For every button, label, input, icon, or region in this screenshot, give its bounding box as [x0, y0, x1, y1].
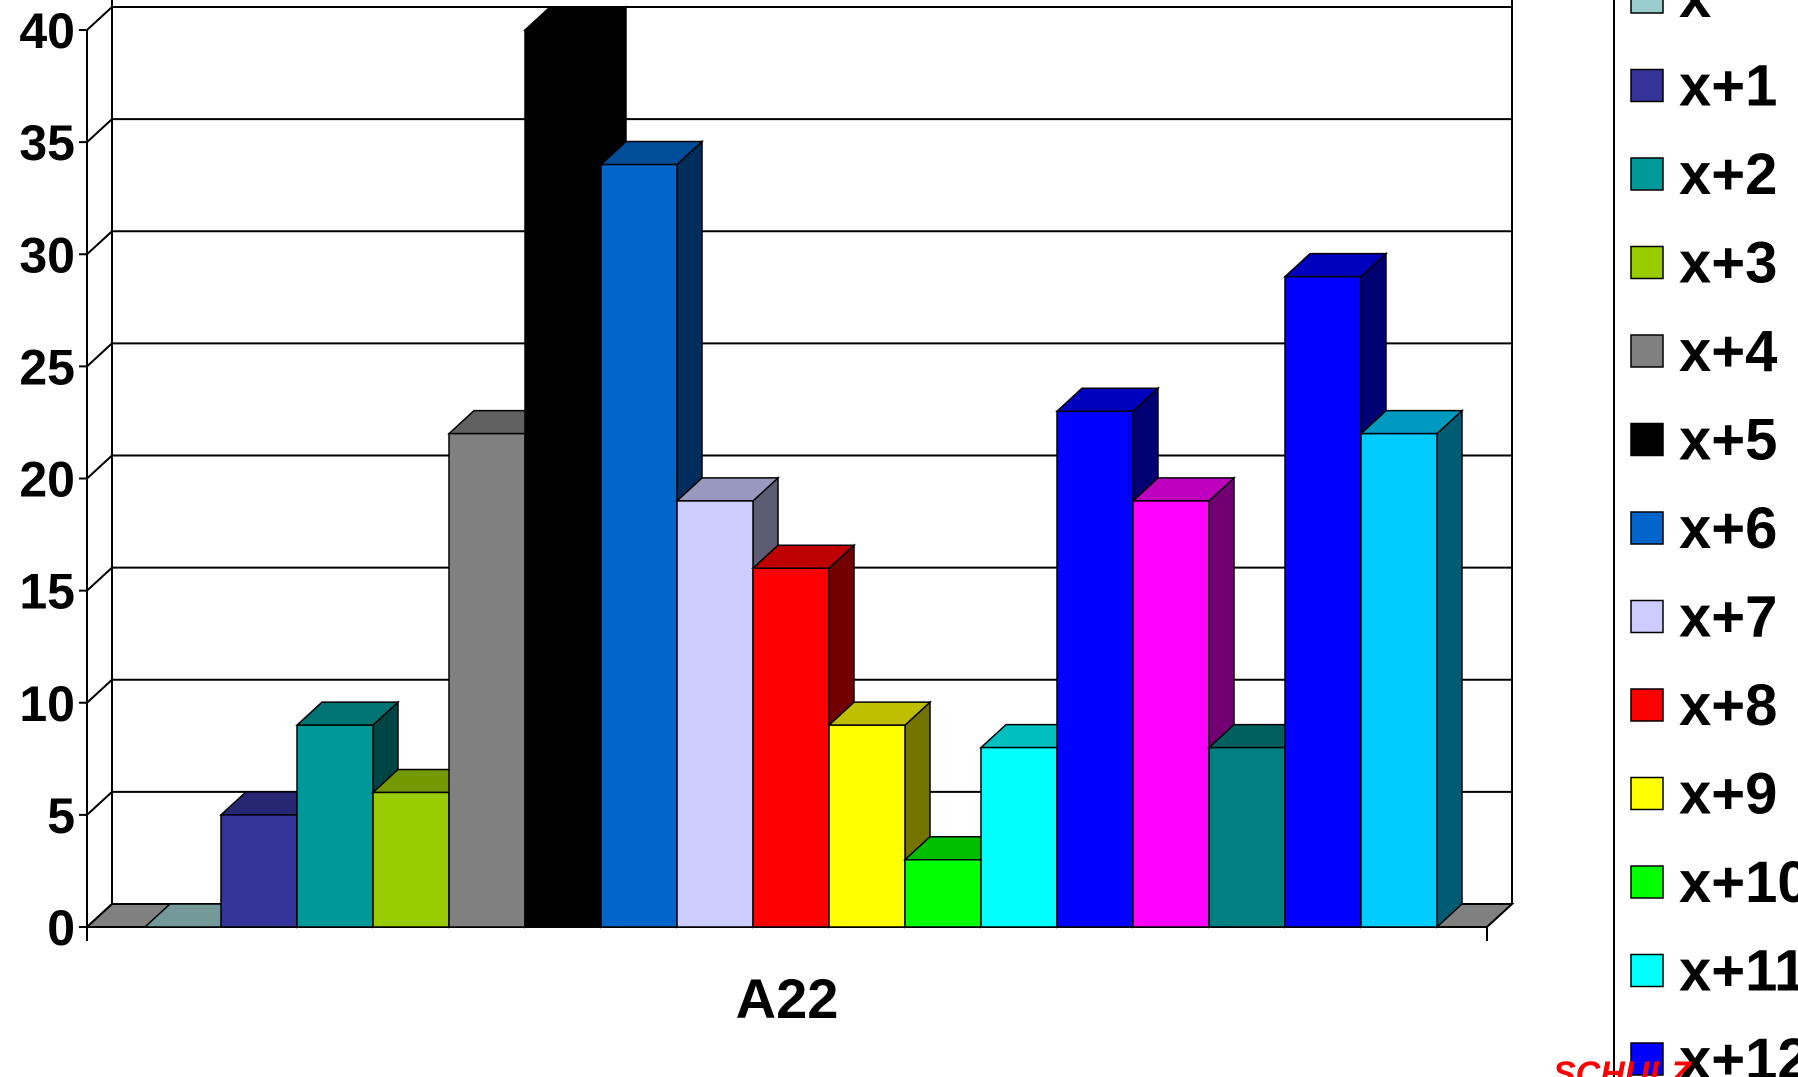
legend-swatch [1630, 776, 1664, 811]
bar-front [828, 724, 906, 928]
legend-item: x+3 [1630, 231, 1777, 296]
gridline-depth [86, 230, 113, 255]
legend-swatch [1630, 0, 1664, 14]
y-tick-label: 15 [19, 564, 75, 620]
legend-label: x+10 [1679, 850, 1798, 915]
gridline-depth [86, 566, 113, 592]
bar-front [752, 567, 830, 928]
legend-item: x+12 [1630, 1027, 1798, 1077]
bar-front [600, 163, 678, 928]
legend-label: x+1 [1679, 54, 1777, 119]
bar-front [980, 746, 1058, 928]
legend-item: x [1630, 0, 1711, 30]
legend-item: x+2 [1630, 142, 1777, 207]
legend-swatch [1630, 68, 1664, 103]
x-category-label: A22 [736, 967, 839, 1030]
legend-item: x+10 [1630, 850, 1798, 915]
legend-item: x+5 [1630, 408, 1777, 473]
bar-front [524, 29, 602, 928]
bar-side [1436, 408, 1463, 929]
gridline-depth [86, 6, 113, 31]
legend-swatch [1630, 599, 1664, 634]
legend: x x+1 x+2 x+3 x+4 x+5 x+6 x+7 x+8 x+9 x+10 x+11 x+12 [1613, 0, 1798, 1077]
gridline-depth [86, 791, 113, 816]
bar-front [372, 791, 450, 928]
bar-front [1056, 410, 1134, 928]
legend-item: x+4 [1630, 319, 1777, 384]
legend-label: x+8 [1679, 673, 1777, 738]
legend-item: x+6 [1630, 496, 1777, 561]
legend-swatch [1630, 865, 1664, 899]
legend-label: x+2 [1679, 142, 1777, 207]
bar-front [1360, 432, 1438, 928]
legend-item: x+8 [1630, 673, 1777, 738]
legend-label: x+5 [1679, 408, 1777, 473]
y-tick-label: 10 [19, 676, 75, 732]
y-tick-label: 40 [19, 3, 75, 59]
bars [143, 5, 1464, 929]
legend-label: x [1679, 0, 1711, 30]
legend-label: x+9 [1679, 762, 1777, 827]
legend-item: x+9 [1630, 762, 1777, 827]
legend-swatch [1630, 245, 1664, 280]
legend-label: x+7 [1679, 585, 1777, 650]
legend-swatch [1630, 1042, 1664, 1076]
bar-front [676, 500, 754, 928]
legend-item: x+7 [1630, 585, 1777, 650]
bar-front [904, 858, 982, 928]
y-tick-label: 35 [19, 115, 75, 171]
watermark-text: SCHULZ [1553, 1055, 1692, 1077]
gridline-depth [86, 679, 113, 704]
legend-swatch [1630, 511, 1664, 545]
gridline-depth [86, 454, 113, 480]
legend-label: x+3 [1679, 231, 1777, 296]
bar-front [448, 432, 526, 928]
gridline-depth [86, 342, 113, 368]
legend-swatch [1630, 334, 1664, 368]
bar [1359, 408, 1464, 929]
bar-front [1132, 500, 1210, 928]
legend-label: x+11 [1679, 939, 1798, 1004]
legend-item: x+1 [1630, 54, 1777, 119]
y-tick-label: 5 [47, 788, 75, 844]
bar [827, 700, 932, 929]
y-tick-label: 20 [19, 452, 75, 508]
y-tick-label: 0 [47, 900, 75, 956]
bar-front [296, 724, 374, 928]
y-tick-label: 25 [19, 339, 75, 395]
legend-item: x+11 [1630, 939, 1798, 1004]
legend-swatch [1630, 953, 1664, 988]
bar-front [220, 814, 298, 928]
legend-label: x+4 [1679, 319, 1777, 384]
gridline-depth [86, 118, 113, 143]
legend-swatch [1630, 157, 1664, 191]
legend-swatch [1630, 688, 1664, 722]
legend-label: x+6 [1679, 496, 1777, 561]
bar-front [1284, 275, 1362, 928]
y-tick-label: 30 [19, 227, 75, 283]
bar-front [1208, 746, 1286, 928]
legend-label: x+12 [1679, 1027, 1798, 1077]
legend-swatch [1630, 422, 1664, 457]
